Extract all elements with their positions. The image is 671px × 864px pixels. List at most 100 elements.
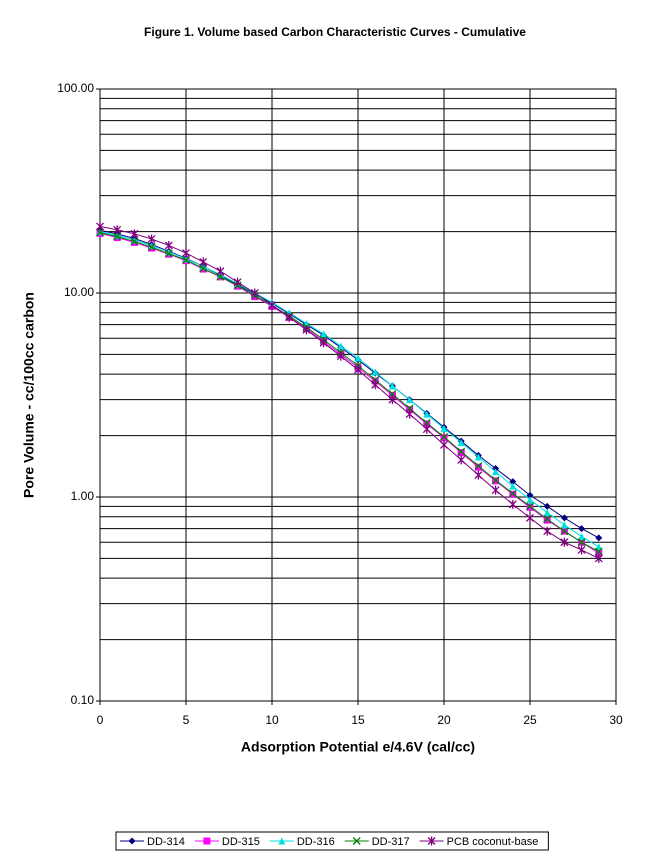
marker [278,837,286,845]
marker [388,395,397,405]
plot-frame [99,88,617,702]
marker [594,547,603,556]
marker [199,264,208,273]
marker [595,534,603,542]
series-line [99,232,600,554]
marker [147,234,156,244]
marker [320,330,328,338]
marker [509,482,517,490]
marker [406,396,414,404]
marker [337,342,345,350]
x-tick-label: 25 [523,713,537,727]
marker [371,368,379,376]
chart-title: Figure 1. Volume based Carbon Characteri… [144,25,526,39]
series-line [99,229,600,539]
marker [268,300,276,310]
marker [182,248,190,258]
series-line [99,231,600,553]
marker [336,351,345,361]
marker [216,272,225,281]
marker [405,409,414,419]
marker [526,513,534,523]
marker [130,237,139,246]
marker [96,221,104,231]
marker [560,537,569,547]
marker [543,508,551,516]
y-tick-label: 0.10 [71,693,95,707]
legend-label: DD-315 [222,836,260,848]
marker [595,543,603,551]
marker [165,248,173,256]
marker [595,549,603,557]
marker [474,461,483,470]
marker [543,502,551,510]
x-axis-label: Adsorption Potential e/4.6V (cal/cc) [241,739,475,755]
marker [130,229,139,239]
marker [508,499,517,509]
marker [440,440,448,450]
y-tick-label: 100.00 [57,81,94,95]
marker [147,243,156,251]
marker [560,514,568,522]
marker [423,420,431,428]
legend-box [115,831,549,851]
legend-label: DD-317 [372,836,410,848]
legend-label: PCB coconut-base [447,836,539,848]
marker [113,232,122,241]
marker [233,277,242,287]
marker [474,463,482,471]
marker [203,837,211,845]
marker [250,288,259,298]
marker [457,447,466,456]
marker [457,449,465,457]
marker [427,836,436,846]
legend: DD-314 DD-315 DD-316 DD-317 PCB coconut-base [115,831,549,851]
marker [354,365,362,375]
series-line [99,225,600,559]
marker [508,489,517,498]
marker [526,502,534,511]
marker [440,424,448,432]
y-tick-label: 10.00 [64,285,94,299]
marker [457,438,465,446]
marker [113,225,122,235]
marker [526,496,534,504]
marker [302,325,311,335]
marker [388,382,396,390]
marker [578,525,586,533]
marker [577,545,586,555]
marker [526,491,534,499]
marker [491,485,500,495]
marker [474,470,483,480]
marker [352,837,361,845]
marker [354,354,362,362]
legend-label: DD-316 [297,836,335,848]
marker [182,256,190,265]
marker [96,228,104,237]
marker [405,404,414,413]
marker [577,538,586,547]
marker [492,468,500,476]
marker [578,533,586,541]
marker [543,515,552,523]
marker [164,240,173,250]
x-tick-label: 10 [265,713,279,727]
marker [319,338,328,348]
marker [491,476,500,485]
marker [560,527,569,536]
marker [423,410,431,418]
x-tick-label: 5 [183,713,190,727]
marker [474,453,482,461]
marker [371,380,380,390]
marker [285,312,294,322]
y-axis-label: Pore Volume - cc/100cc carbon [21,292,37,498]
marker [526,503,534,511]
legend-label: DD-314 [147,836,185,848]
marker [422,418,431,427]
marker [543,526,552,536]
marker [440,432,448,441]
marker [199,257,208,267]
marker [164,249,173,258]
x-tick-label: 20 [437,713,451,727]
